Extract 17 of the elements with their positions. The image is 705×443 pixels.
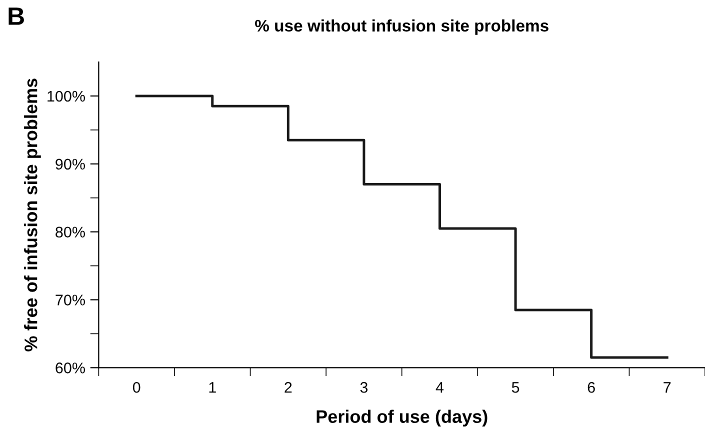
x-tick-label: 5 (512, 382, 520, 393)
x-tick-label: 4 (436, 382, 444, 393)
x-tick-label: 1 (209, 382, 216, 393)
x-axis-title: Period of use (days) (316, 410, 488, 427)
x-tick-label: 7 (664, 382, 671, 393)
y-tick-label: 90% (56, 158, 85, 170)
x-tick-label: 2 (284, 382, 292, 393)
y-tick-label: 60% (56, 362, 85, 374)
y-tick-label: 70% (56, 294, 85, 306)
y-axis-title: % free of infusion site problems (24, 78, 41, 352)
x-tick-label: 3 (360, 382, 368, 393)
x-tick-label: 6 (588, 382, 595, 393)
chart-title: % use without infusion site problems (255, 19, 548, 35)
y-tick-label: 100% (48, 90, 85, 102)
y-tick-label: 80% (56, 226, 85, 238)
text: B (8, 8, 24, 25)
x-tick-label: 0 (132, 382, 140, 393)
